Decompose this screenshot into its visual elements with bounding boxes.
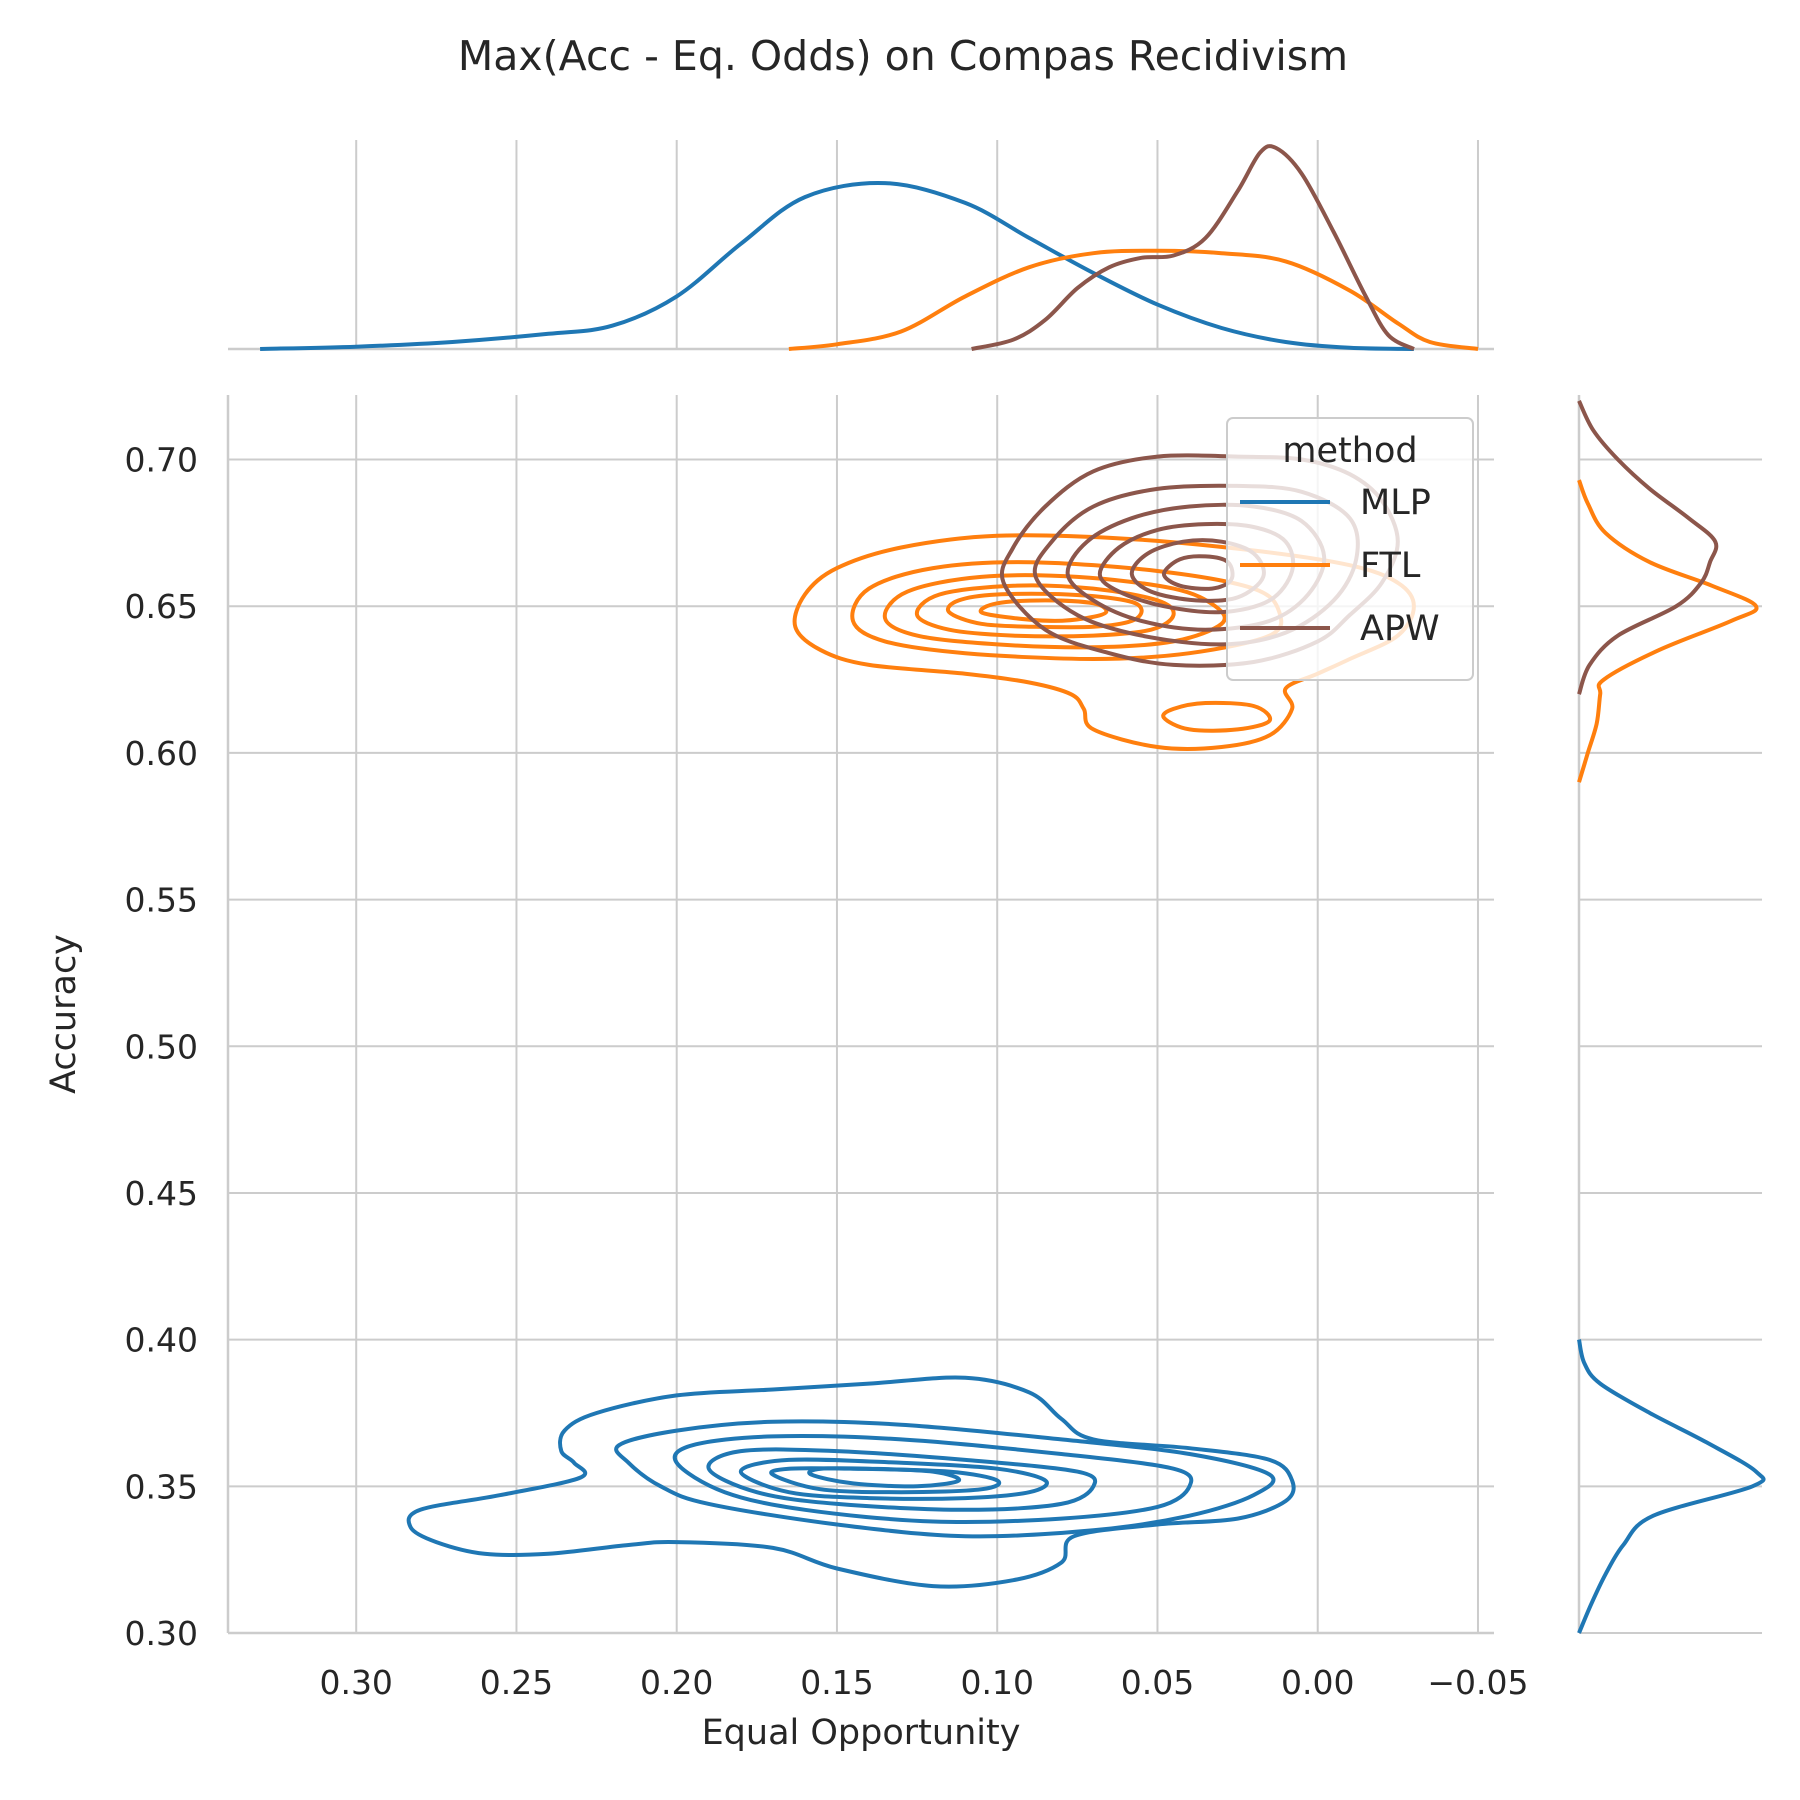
ftl-contour-6 (978, 598, 1109, 623)
y-tick-label: 0.70 (125, 441, 198, 480)
legend-frame (1226, 417, 1474, 681)
x-tick-label: 0.30 (319, 1663, 392, 1702)
x-axis-title: Equal Opportunity (702, 1713, 1021, 1753)
mlp-contour-5 (769, 1466, 1002, 1495)
mlp-y-density (1577, 1339, 1766, 1634)
apw-y-density (1577, 400, 1719, 695)
x-tick-label: 0.10 (960, 1663, 1033, 1702)
ftl-contour-1 (1161, 700, 1273, 733)
mlp-contour-6 (807, 1466, 962, 1489)
y-tick-label: 0.40 (125, 1321, 198, 1360)
right-marginal-grid (1579, 458, 1762, 1634)
legend-label-mlp: MLP (1360, 483, 1431, 523)
y-axis-title: Accuracy (44, 934, 84, 1094)
y-tick-label: 0.50 (125, 1027, 198, 1066)
ftl-y-density (1577, 479, 1759, 783)
mlp-contour-4 (738, 1457, 1049, 1501)
right-marginal-densities (1577, 400, 1766, 1634)
mlp-contour-0 (406, 1375, 1296, 1589)
legend: method MLP FTL APW (1226, 417, 1474, 681)
y-tick-label: 0.35 (125, 1467, 198, 1506)
contours-mlp (406, 1375, 1296, 1589)
y-tick-label: 0.60 (125, 734, 198, 773)
mlp-contour-1 (614, 1419, 1276, 1539)
y-tick-label: 0.65 (125, 587, 198, 626)
legend-label-ftl: FTL (1360, 546, 1421, 586)
joint-grid (228, 395, 1494, 1634)
x-tick-label: −0.05 (1427, 1663, 1528, 1702)
legend-title: method (1282, 431, 1417, 471)
mlp-contour-3 (706, 1447, 1098, 1512)
top-marginal-grid (355, 140, 1479, 349)
y-tick-labels: 0.30 0.35 0.40 0.45 0.50 0.55 0.60 0.65 0.70 (125, 441, 198, 1653)
joint-kde-contours (406, 453, 1416, 1589)
mlp-contour-2 (672, 1434, 1194, 1525)
mlp-x-density (260, 180, 1414, 351)
y-tick-label: 0.30 (125, 1614, 198, 1653)
top-marginal-densities (260, 144, 1479, 351)
x-tick-label: 0.25 (480, 1663, 553, 1702)
ftl-contour-4 (914, 583, 1176, 639)
apw-x-density (971, 144, 1415, 351)
x-tick-label: 0.20 (640, 1663, 713, 1702)
ftl-x-density (788, 248, 1479, 351)
x-tick-labels: 0.30 0.25 0.20 0.15 0.10 0.05 0.00 −0.05 (319, 1663, 1528, 1702)
x-tick-label: 0.15 (800, 1663, 873, 1702)
y-tick-label: 0.55 (125, 881, 198, 920)
legend-entries: MLP FTL APW (1240, 483, 1440, 649)
y-tick-label: 0.45 (125, 1174, 198, 1213)
legend-label-apw: APW (1360, 609, 1440, 649)
ftl-contour-5 (945, 591, 1144, 630)
chart-title: Max(Acc - Eq. Odds) on Compas Recidivism (458, 32, 1348, 80)
x-tick-label: 0.05 (1121, 1663, 1194, 1702)
x-tick-label: 0.00 (1281, 1663, 1354, 1702)
